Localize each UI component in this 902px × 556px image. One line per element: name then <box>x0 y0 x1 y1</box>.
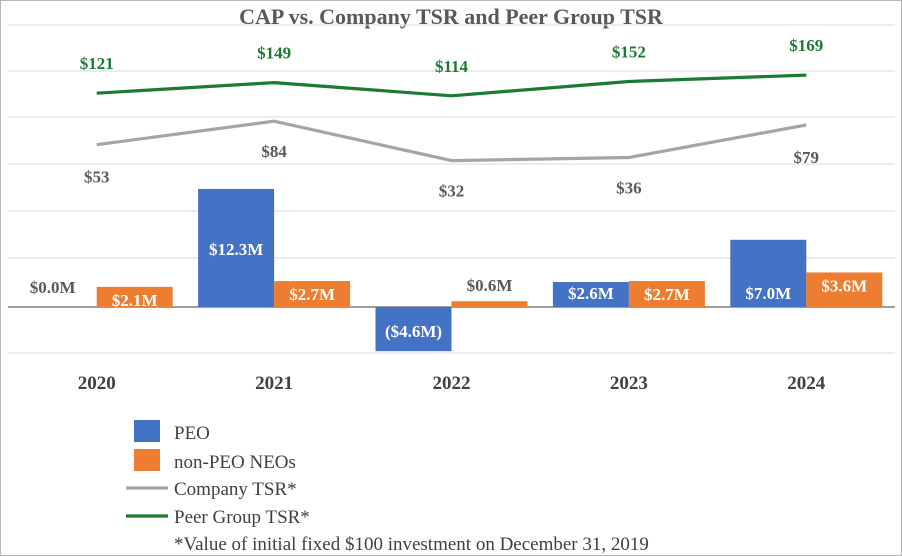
neo-bar-2024 <box>806 272 883 307</box>
neo-bar-2020 <box>96 286 173 307</box>
peer-label-2024: $169 <box>789 36 823 55</box>
tsr-label-2020: $53 <box>84 168 110 187</box>
peo-bar-2022 <box>375 307 452 352</box>
legend-label-tsr: Company TSR* <box>174 479 297 500</box>
neo-bar-2021 <box>274 281 351 307</box>
neo-label-2023: $2.7M <box>644 285 690 304</box>
legend-label-neo: non-PEO NEOs <box>174 452 296 473</box>
x-tick-2022: 2022 <box>433 373 471 394</box>
peo-label-2024: $7.0M <box>745 284 791 303</box>
neo-label-2022: $0.6M <box>467 276 513 295</box>
legend-label-peo: PEO <box>174 423 210 444</box>
peer-label-2021: $149 <box>257 44 291 63</box>
peo-bar-2021 <box>198 188 275 307</box>
neo-bar-2022 <box>451 301 528 307</box>
tsr-label-2024: $79 <box>794 148 820 167</box>
x-tick-2023: 2023 <box>610 373 648 394</box>
x-tick-labels: 2020 2021 2022 2023 2024 <box>78 373 826 394</box>
neo-label-2020: $2.1M <box>112 291 158 310</box>
neo-label-2024: $3.6M <box>821 276 867 295</box>
data-labels: $0.0M $2.1M $12.3M $2.7M ($4.6M) $0.6M $2.6M $2… <box>30 36 867 341</box>
footnote: *Value of initial fixed $100 investment … <box>174 534 649 555</box>
legend: PEO non-PEO NEOs Company TSR* Peer Group TS… <box>126 420 649 555</box>
tsr-label-2021: $84 <box>261 142 287 161</box>
x-tick-2020: 2020 <box>78 373 116 394</box>
peo-bar-2024 <box>730 239 807 307</box>
peer-label-2023: $152 <box>612 42 646 61</box>
peo-label-2021: $12.3M <box>209 240 263 259</box>
tsr-label-2023: $36 <box>616 179 642 198</box>
legend-swatch-peo <box>134 420 160 442</box>
peo-label-2020: $0.0M <box>30 278 76 297</box>
peo-bar-2023 <box>552 282 629 307</box>
bar-marks <box>96 188 883 352</box>
x-tick-2021: 2021 <box>255 373 293 394</box>
neo-bar-2023 <box>628 281 705 307</box>
peer-label-2020: $121 <box>80 54 114 73</box>
legend-label-peer: Peer Group TSR* <box>174 507 310 528</box>
line-marks <box>96 73 807 163</box>
tsr-label-2022: $32 <box>439 182 465 201</box>
neo-label-2021: $2.7M <box>289 285 335 304</box>
x-tick-2024: 2024 <box>787 373 826 394</box>
peo-label-2023: $2.6M <box>568 284 614 303</box>
legend-swatch-neo <box>134 449 160 471</box>
company-tsr-line <box>96 119 807 163</box>
peo-label-2022: ($4.6M) <box>385 322 442 341</box>
peer-label-2022: $114 <box>435 57 469 76</box>
peer-tsr-line <box>96 73 807 98</box>
